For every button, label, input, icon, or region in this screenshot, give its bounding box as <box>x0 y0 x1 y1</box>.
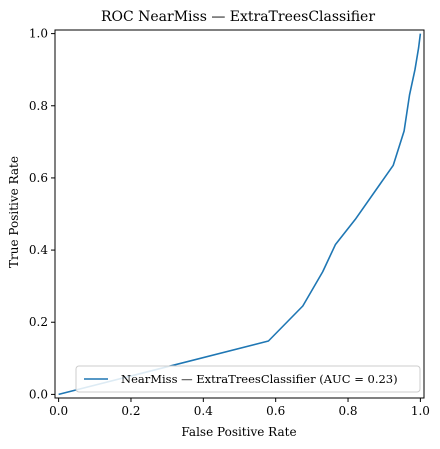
plot-frame <box>54 29 425 399</box>
y-tick-label: 0.4 <box>29 243 48 257</box>
x-tick-label: 0.2 <box>121 404 140 418</box>
chart-title: ROC NearMiss — ExtraTreesClassifier <box>101 9 375 25</box>
series-layer <box>58 33 422 396</box>
x-axis-ticks: 0.0 0.2 0.4 0.6 0.8 1.0 <box>49 398 430 418</box>
legend-label: NearMiss — ExtraTreesClassifier (AUC = 0… <box>121 372 398 386</box>
x-tick-label: 0.6 <box>266 404 285 418</box>
legend: NearMiss — ExtraTreesClassifier (AUC = 0… <box>75 365 421 393</box>
y-tick-label: 0.8 <box>29 99 48 113</box>
y-tick-label: 0.6 <box>29 171 48 185</box>
roc-curve-line <box>58 33 422 396</box>
x-tick-label: 1.0 <box>411 404 430 418</box>
y-tick-label: 1.0 <box>29 27 48 41</box>
x-tick-label: 0.8 <box>338 404 357 418</box>
legend-box <box>75 365 421 393</box>
y-axis-label: True Positive Rate <box>7 156 21 268</box>
x-tick-label: 0.4 <box>194 404 213 418</box>
x-tick-label: 0.0 <box>49 404 68 418</box>
y-axis-ticks: 0.0 0.2 0.4 0.6 0.8 1.0 <box>29 27 55 401</box>
y-tick-label: 0.2 <box>29 315 48 329</box>
x-axis-label: False Positive Rate <box>181 425 296 439</box>
y-tick-label: 0.0 <box>29 387 48 401</box>
